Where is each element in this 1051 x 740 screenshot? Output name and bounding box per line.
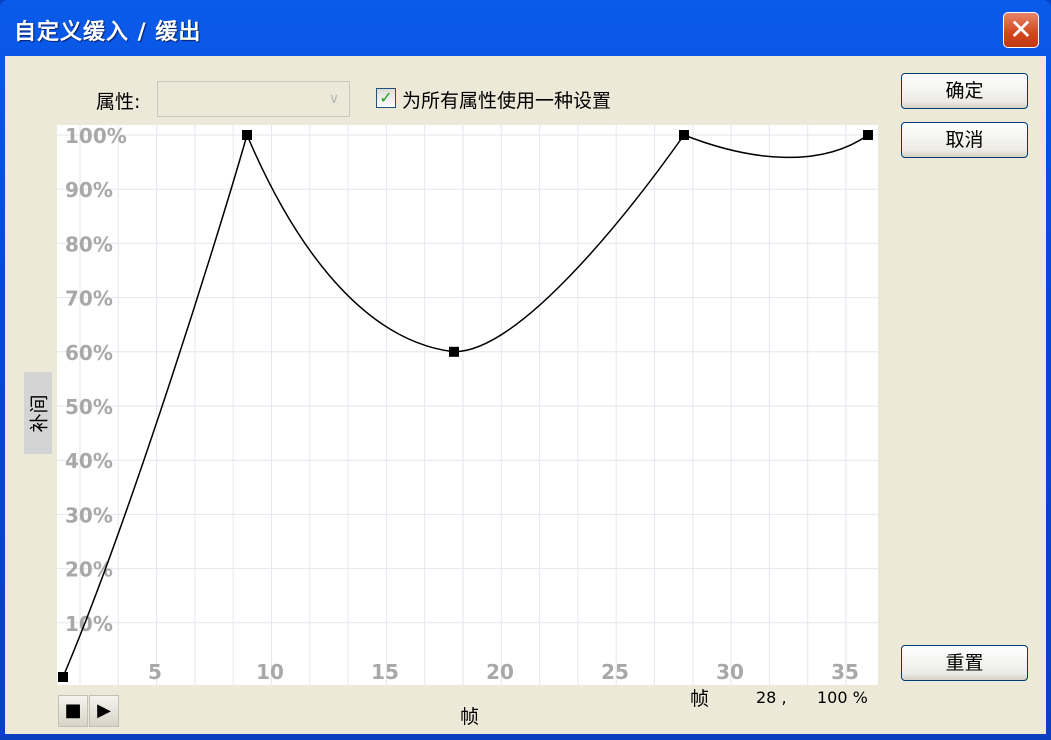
x-tick-label: 15 — [371, 660, 399, 684]
window-title: 自定义缓入 / 缓出 — [14, 20, 202, 45]
chevron-down-icon[interactable]: ∨ — [328, 91, 340, 107]
y-tick-label: 60% — [65, 341, 113, 365]
cancel-button[interactable]: 取消 — [901, 122, 1028, 158]
same-setting-label: 为所有属性使用一种设置 — [402, 90, 612, 112]
stop-button[interactable]: ■ — [58, 695, 88, 727]
x-axis-label: 帧 — [460, 706, 480, 728]
keyframe-point[interactable] — [679, 130, 689, 140]
keyframe-point[interactable] — [242, 130, 252, 140]
keyframe-point[interactable] — [58, 672, 68, 682]
y-axis-label: 补间 — [24, 372, 52, 454]
keyframe-point[interactable] — [449, 346, 459, 357]
y-tick-label: 10% — [65, 612, 113, 636]
x-tick-label: 5 — [148, 660, 162, 684]
x-tick-label: 20 — [486, 660, 514, 684]
stop-icon: ■ — [64, 700, 82, 721]
y-tick-label: 90% — [65, 178, 113, 202]
y-tick-label: 40% — [65, 449, 113, 473]
property-label: 属性: — [96, 91, 141, 113]
close-icon: ✕ — [1009, 13, 1033, 46]
keyframe-point[interactable] — [863, 130, 873, 140]
y-tick-label: 30% — [65, 503, 113, 527]
title-bar: 自定义缓入 / 缓出 ✕ — [0, 0, 1051, 56]
x-tick-label: 30 — [716, 660, 744, 684]
checkmark-icon: ✓ — [379, 88, 393, 107]
ok-button[interactable]: 确定 — [901, 73, 1028, 109]
y-tick-label: 50% — [65, 395, 113, 419]
x-tick-label: 35 — [831, 660, 859, 684]
same-setting-checkbox[interactable]: ✓ — [376, 88, 396, 108]
ease-curve-editor[interactable]: 10% 20% 30% 40% 50% 60% 70% 80% 90% 100% 5 10 15 20 25… — [57, 125, 878, 685]
y-tick-label: 100% — [65, 125, 127, 148]
x-tick-label: 10 — [256, 660, 284, 684]
y-tick-label: 80% — [65, 232, 113, 256]
y-tick-label: 70% — [65, 287, 113, 311]
status-frame-label: 帧 — [690, 688, 710, 710]
status-percent-value: 100 % — [817, 688, 868, 707]
play-icon: ▶ — [97, 700, 111, 721]
x-tick-label: 25 — [601, 660, 629, 684]
property-select[interactable]: ∨ — [157, 81, 350, 117]
ease-curve-line — [62, 132, 869, 678]
close-button[interactable]: ✕ — [1003, 12, 1039, 48]
play-button[interactable]: ▶ — [89, 695, 119, 727]
reset-button[interactable]: 重置 — [901, 645, 1028, 681]
status-frame-value: 28 , — [756, 688, 787, 707]
ease-curve-chart[interactable]: 10%20%30%40%50%60%70%80%90%100%5 10 15 20 25… — [57, 125, 878, 685]
